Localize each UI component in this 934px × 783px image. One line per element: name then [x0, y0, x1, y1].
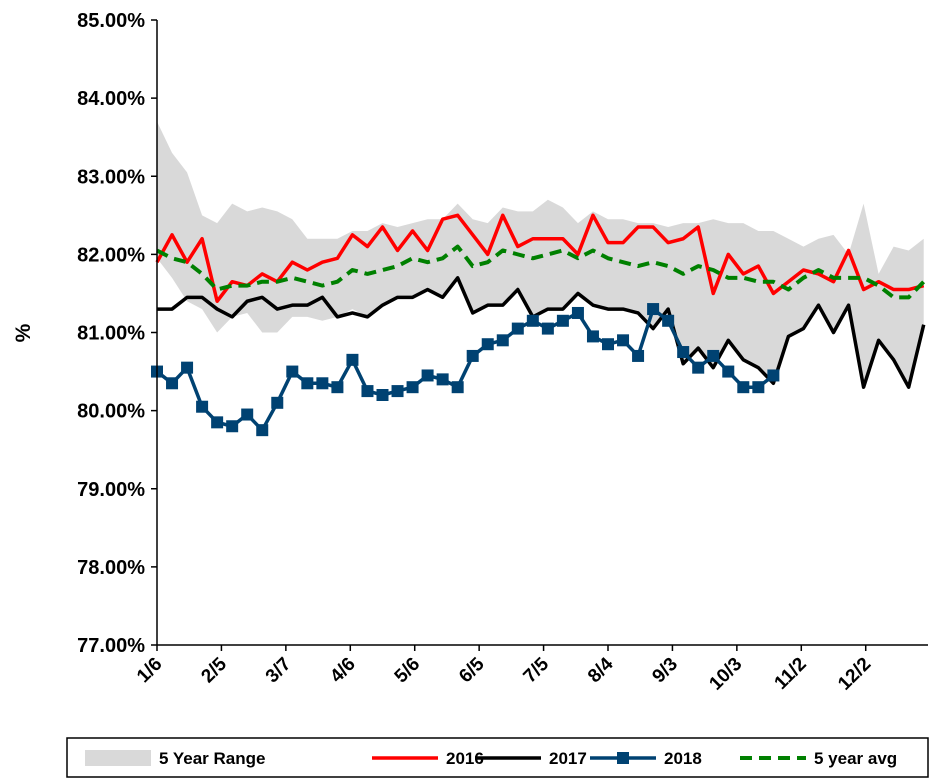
- x-tick-label: 10/3: [705, 654, 746, 695]
- legend-label: 2018: [664, 749, 702, 768]
- legend-marker: [617, 752, 629, 764]
- series-marker: [602, 338, 615, 351]
- series-marker: [466, 349, 479, 362]
- series-line: [155, 213, 925, 303]
- series-marker: [406, 381, 419, 394]
- x-tick-label: 9/3: [648, 654, 682, 688]
- series-marker: [586, 330, 599, 343]
- series-marker: [647, 303, 660, 316]
- x-tick-label: 6/5: [455, 653, 489, 687]
- series-marker: [662, 314, 675, 327]
- series-marker: [722, 365, 735, 378]
- legend-label: 5 year avg: [814, 749, 897, 768]
- series-marker: [632, 349, 645, 362]
- series-marker: [677, 346, 690, 359]
- series-marker: [316, 377, 329, 390]
- y-tick-label: 80.00%: [77, 401, 145, 423]
- series-marker: [707, 349, 720, 362]
- y-tick-label: 77.00%: [77, 635, 145, 657]
- series-marker: [541, 322, 554, 335]
- series-marker: [767, 369, 780, 382]
- series-marker: [571, 306, 584, 319]
- series-marker: [752, 381, 765, 394]
- y-tick-label: 84.00%: [77, 88, 145, 110]
- y-tick-label: 82.00%: [77, 244, 145, 266]
- legend-label: 2017: [549, 749, 587, 768]
- series-marker: [617, 334, 630, 347]
- series-marker: [421, 369, 434, 382]
- series-marker: [181, 361, 194, 374]
- series-marker: [301, 377, 314, 390]
- y-axis-label: %: [12, 323, 35, 342]
- series-marker: [556, 314, 569, 327]
- legend-label: 2016: [446, 749, 484, 768]
- series-marker: [196, 400, 209, 413]
- x-tick-label: 5/6: [391, 654, 425, 688]
- series-line: [156, 244, 926, 300]
- legend-box: [66, 737, 929, 778]
- x-tick-label: 2/5: [197, 653, 231, 687]
- series-marker: [241, 408, 254, 421]
- series-line: [157, 276, 926, 389]
- series-marker: [692, 361, 705, 374]
- y-tick-label: 85.00%: [77, 10, 145, 32]
- series-marker: [737, 381, 750, 394]
- series-marker: [511, 322, 524, 335]
- y-tick-label: 78.00%: [77, 557, 145, 579]
- series-marker: [436, 373, 449, 386]
- series-marker: [526, 314, 539, 327]
- series-marker: [211, 416, 224, 429]
- series-marker: [226, 420, 239, 433]
- series-marker: [391, 385, 404, 398]
- x-tick-label: 11/2: [771, 654, 811, 694]
- x-tick-label: 8/4: [584, 653, 618, 687]
- y-tick-label: 79.00%: [77, 479, 145, 501]
- x-tick-label: 1/6: [133, 654, 167, 688]
- legend-swatch: [85, 750, 151, 766]
- legend-label: 5 Year Range: [159, 749, 265, 768]
- x-tick-label: 4/6: [326, 654, 360, 688]
- series-marker: [331, 381, 344, 394]
- x-tick-label: 7/5: [520, 653, 554, 687]
- series-marker: [496, 334, 509, 347]
- series-marker: [256, 424, 269, 437]
- series-marker: [286, 365, 299, 378]
- series-marker: [361, 385, 374, 398]
- y-tick-label: 81.00%: [77, 323, 145, 345]
- x-tick-label: 3/7: [262, 654, 296, 688]
- series-marker: [376, 389, 389, 401]
- series-marker: [271, 396, 284, 409]
- series-marker: [346, 353, 359, 366]
- y-tick-label: 83.00%: [77, 166, 145, 188]
- x-tick-label: 12/2: [834, 654, 875, 695]
- series-marker: [451, 381, 464, 394]
- series-marker: [166, 377, 179, 390]
- series-marker: [481, 338, 494, 351]
